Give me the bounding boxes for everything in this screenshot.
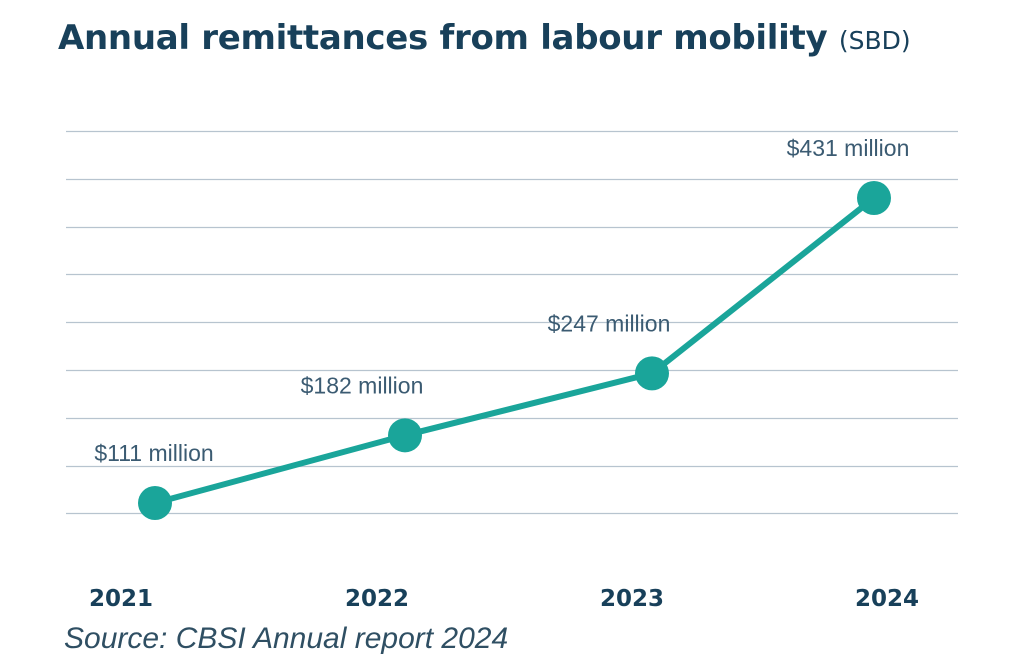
chart-title-unit: (SBD) bbox=[838, 26, 911, 55]
data-label: $247 million bbox=[548, 310, 671, 336]
data-label: $182 million bbox=[301, 372, 424, 398]
x-tick-label: 2023 bbox=[600, 586, 664, 612]
data-label: $431 million bbox=[787, 135, 910, 161]
data-point bbox=[635, 356, 669, 391]
data-point bbox=[857, 181, 891, 215]
data-points bbox=[138, 181, 891, 520]
x-tick-label: 2021 bbox=[89, 586, 153, 612]
data-point bbox=[138, 486, 172, 520]
chart-title-text: Annual remittances from labour mobility bbox=[58, 18, 828, 58]
x-tick-label: 2024 bbox=[855, 586, 919, 612]
data-labels: $111 million $182 million $247 million $431… bbox=[94, 135, 909, 466]
data-label: $111 million bbox=[94, 440, 213, 466]
series-line-group bbox=[152, 195, 877, 506]
x-tick-label: 2022 bbox=[345, 586, 409, 612]
source-note: Source: CBSI Annual report 2024 bbox=[64, 622, 509, 655]
x-axis-ticks: 2021 2022 2023 2024 bbox=[89, 586, 919, 612]
chart-title: Annual remittances from labour mobility … bbox=[58, 14, 911, 65]
series-line bbox=[152, 195, 877, 506]
data-point bbox=[388, 418, 422, 453]
gridlines bbox=[66, 130, 958, 515]
